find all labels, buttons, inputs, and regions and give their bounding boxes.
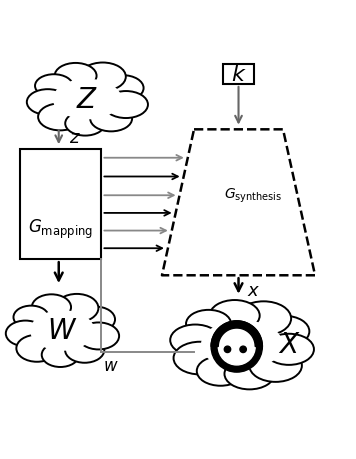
- Ellipse shape: [27, 90, 69, 116]
- Ellipse shape: [43, 74, 131, 126]
- Text: $z$: $z$: [69, 129, 81, 147]
- Ellipse shape: [104, 92, 148, 119]
- Ellipse shape: [54, 64, 96, 90]
- Ellipse shape: [76, 307, 115, 332]
- Ellipse shape: [78, 323, 119, 350]
- Ellipse shape: [80, 63, 126, 92]
- Circle shape: [218, 328, 255, 365]
- Ellipse shape: [65, 337, 104, 363]
- Ellipse shape: [42, 343, 79, 367]
- Text: $W$: $W$: [47, 317, 78, 344]
- Ellipse shape: [102, 76, 143, 101]
- Ellipse shape: [264, 334, 314, 365]
- Text: $w$: $w$: [103, 358, 119, 375]
- Text: $X$: $X$: [278, 331, 301, 358]
- Text: $k$: $k$: [231, 64, 246, 86]
- Ellipse shape: [35, 75, 73, 98]
- Ellipse shape: [32, 295, 71, 320]
- Ellipse shape: [225, 358, 274, 390]
- Ellipse shape: [14, 306, 49, 329]
- Ellipse shape: [249, 349, 302, 382]
- Ellipse shape: [16, 335, 58, 362]
- Ellipse shape: [38, 104, 82, 131]
- Ellipse shape: [30, 310, 95, 351]
- Bar: [224, 65, 253, 85]
- Circle shape: [240, 347, 246, 353]
- Ellipse shape: [21, 305, 104, 357]
- Bar: [20, 150, 101, 260]
- Text: $G_{\mathrm{mapping}}$: $G_{\mathrm{mapping}}$: [28, 217, 93, 241]
- Ellipse shape: [236, 302, 291, 336]
- Ellipse shape: [186, 310, 231, 338]
- Ellipse shape: [259, 316, 309, 347]
- Ellipse shape: [197, 356, 244, 386]
- Ellipse shape: [189, 313, 295, 376]
- Text: $G_{\mathrm{synthesis}}$: $G_{\mathrm{synthesis}}$: [224, 187, 282, 205]
- Ellipse shape: [210, 300, 260, 331]
- Ellipse shape: [170, 325, 220, 356]
- Ellipse shape: [90, 106, 132, 132]
- Ellipse shape: [174, 342, 226, 375]
- Text: $Z$: $Z$: [76, 86, 98, 113]
- Ellipse shape: [6, 321, 45, 347]
- Ellipse shape: [55, 294, 98, 323]
- Circle shape: [211, 321, 262, 372]
- Text: $x$: $x$: [247, 281, 261, 299]
- Ellipse shape: [65, 112, 105, 136]
- Polygon shape: [211, 321, 262, 347]
- Ellipse shape: [53, 79, 122, 120]
- Ellipse shape: [201, 320, 283, 369]
- Circle shape: [224, 347, 231, 353]
